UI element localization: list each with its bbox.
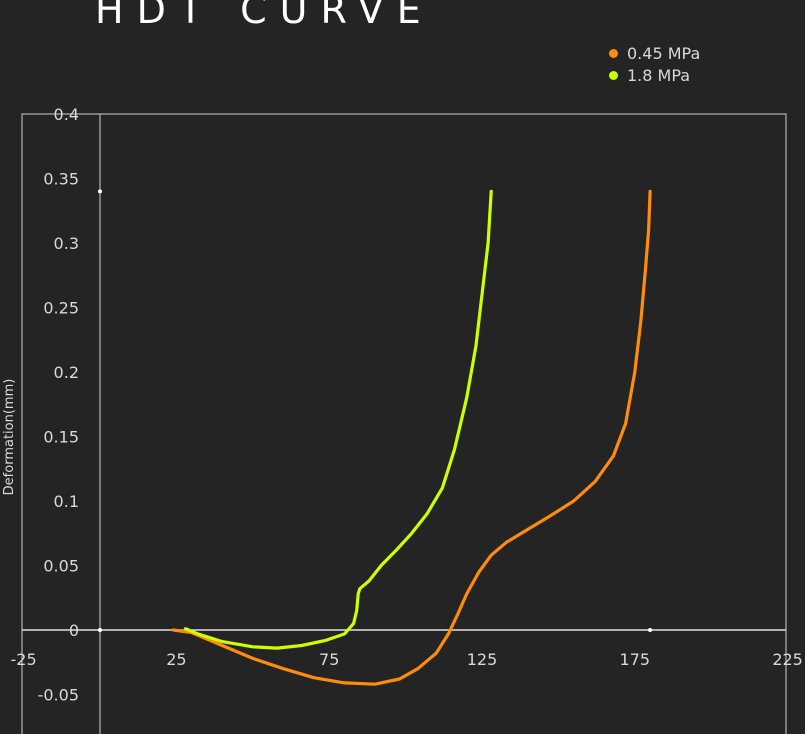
- legend-label-18-mpa: 1.8 MPa: [627, 65, 691, 85]
- y-tick-label: 0.25: [43, 299, 79, 318]
- y-tick-label: 0.2: [54, 363, 79, 382]
- y-tick-label: -0.05: [38, 686, 79, 705]
- x-tick-label: -25: [11, 650, 37, 669]
- ticks-group: -25 25 75 125 175 225 0.4 0.35 0.3 0.25 0.2 0.15 0.1…: [11, 105, 803, 705]
- x-tick-label: 75: [319, 650, 339, 669]
- series-line-045-mpa: [171, 189, 652, 686]
- chart-title: HDT CURVE: [95, 0, 434, 32]
- legend-swatch-045-mpa: [609, 48, 618, 58]
- y-tick-label: 0.05: [43, 557, 79, 576]
- legend-swatch-18-mpa: [609, 70, 618, 80]
- y-tick-label: 0.35: [43, 170, 79, 189]
- legend-item-18-mpa[interactable]: 1.8 MPa: [609, 64, 700, 86]
- legend: 0.45 MPa 1.8 MPa: [609, 42, 700, 86]
- legend-item-045-mpa[interactable]: 0.45 MPa: [609, 42, 700, 64]
- series-group: [98, 189, 653, 686]
- x-tick-label: 225: [772, 650, 803, 669]
- x-tick-label: 25: [166, 650, 186, 669]
- plot-frame: [21, 113, 787, 734]
- y-tick-label: 0.15: [43, 428, 79, 447]
- marker-point-2: [648, 628, 653, 632]
- series-line-18-mpa: [184, 189, 493, 650]
- marker-point-0: [98, 189, 102, 194]
- y-tick-label: 0: [69, 621, 79, 640]
- marker-point-1: [98, 628, 102, 632]
- y-tick-label: 0.4: [54, 105, 79, 124]
- plot-border: [21, 113, 787, 734]
- y-tick-label: 0.1: [54, 492, 79, 511]
- y-tick-label: 0.3: [54, 234, 79, 253]
- y-axis-label: Deformation(mm): [2, 379, 17, 496]
- x-tick-label: 175: [620, 650, 651, 669]
- x-tick-label: 125: [467, 650, 498, 669]
- legend-label-045-mpa: 0.45 MPa: [627, 43, 701, 63]
